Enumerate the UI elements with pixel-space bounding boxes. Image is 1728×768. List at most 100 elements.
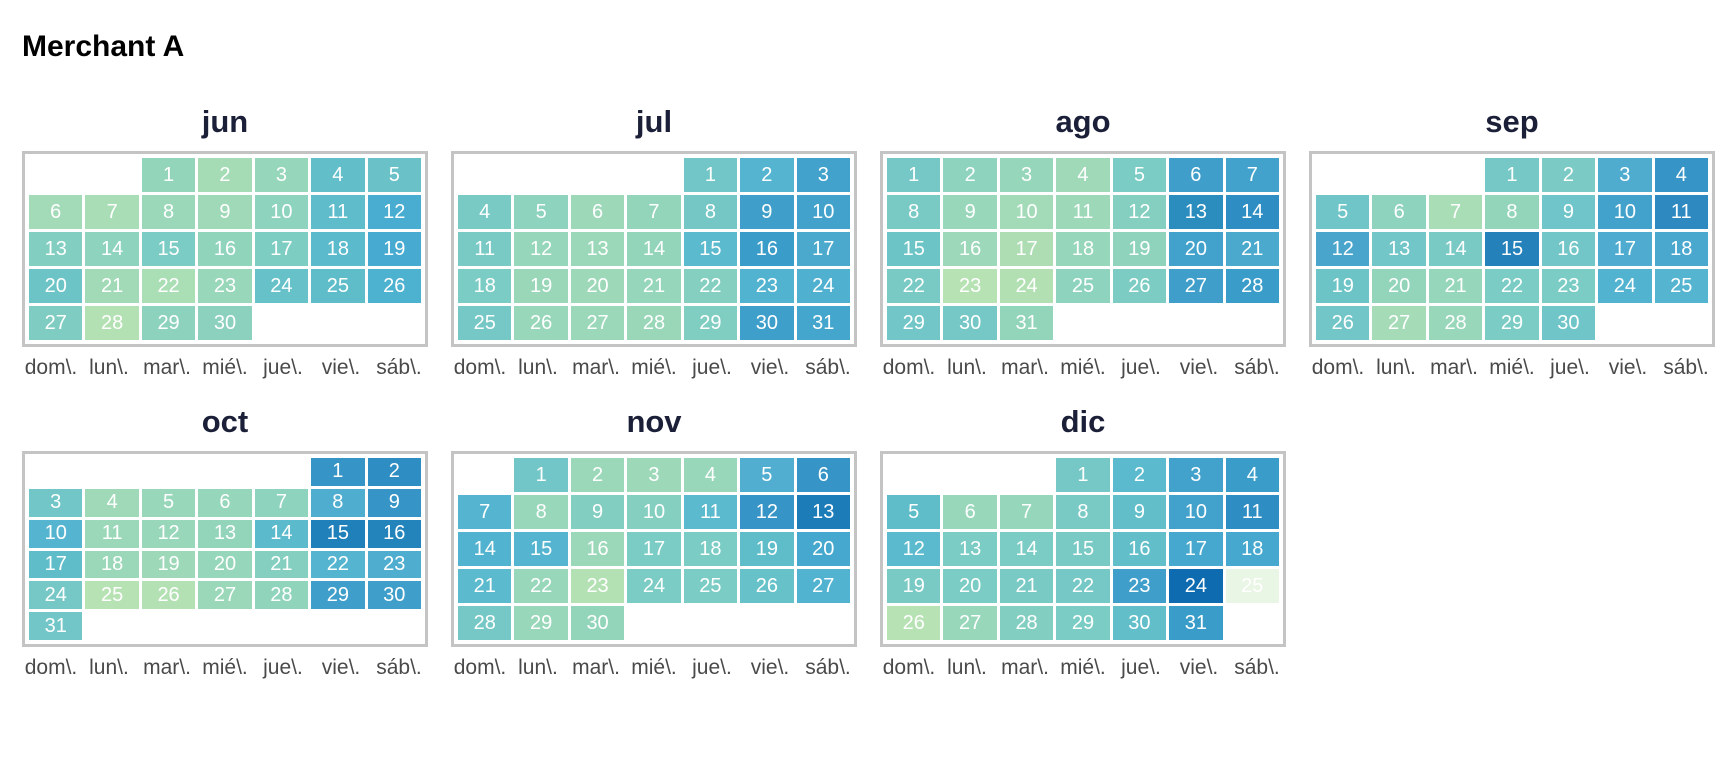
day-cell: 12	[367, 195, 421, 229]
day-cell: 21	[627, 269, 681, 303]
empty-cell	[255, 458, 308, 486]
day-cell: 27	[943, 606, 997, 640]
day-cell: 25	[1056, 269, 1110, 303]
month-title: dic	[1060, 404, 1106, 439]
day-cell: 10	[796, 195, 850, 229]
day-cell: 18	[1654, 232, 1708, 266]
day-cell: 8	[887, 195, 941, 229]
empty-cell	[311, 306, 364, 340]
weekday-label: dom\.	[453, 356, 507, 379]
day-cell: 22	[887, 269, 941, 303]
day-cell: 27	[1372, 306, 1426, 340]
day-cell: 26	[1316, 306, 1370, 340]
calendar-grid: 1 2 3 4 5 6 7 8 9 10 11 12 13 14 15 16 17 18 19 20 21 22 23 24 2…	[29, 158, 421, 340]
empty-cell	[198, 612, 251, 640]
day-cell: 27	[29, 306, 83, 340]
day-cell: 11	[311, 195, 365, 229]
day-cell: 29	[1056, 606, 1110, 640]
empty-cell	[85, 158, 138, 192]
day-cell: 30	[570, 606, 625, 640]
weekday-axis-labels: dom\. lun\. mar\. mié\. jue\. vie\. sáb\.	[451, 356, 857, 380]
month-title: jul	[635, 104, 673, 139]
day-cell: 22	[311, 550, 365, 579]
day-cell: 24	[627, 569, 681, 603]
weekday-label: sáb\.	[1234, 356, 1280, 379]
weekday-label: dom\.	[453, 656, 507, 679]
day-cell: 11	[85, 519, 139, 548]
day-cell: 25	[85, 581, 139, 610]
weekday-label: lun\.	[947, 656, 987, 679]
weekday-label: jue\.	[263, 356, 303, 379]
day-cell: 10	[999, 195, 1054, 229]
day-cell: 20	[198, 550, 252, 579]
calendar-month-ago: ago 1 2 3 4 5 6 7 8 9 10 11 12 13 14 15 16 17 18 19 20 21 22 23…	[880, 102, 1286, 380]
day-cell: 29	[141, 306, 196, 340]
day-cell: 20	[796, 532, 850, 566]
weekday-label: vie\.	[750, 356, 790, 379]
day-cell: 7	[999, 495, 1054, 529]
day-cell: 19	[514, 269, 568, 303]
day-cell: 24	[29, 581, 83, 610]
day-cell: 17	[999, 232, 1054, 266]
empty-cell	[1226, 606, 1279, 640]
empty-cell	[684, 606, 737, 640]
empty-cell	[1598, 306, 1651, 340]
day-cell: 9	[1112, 495, 1167, 529]
weekday-label: mié\.	[1060, 656, 1106, 679]
weekday-label: mié\.	[202, 356, 248, 379]
day-cell: 4	[85, 488, 139, 517]
weekday-label: mié\.	[1060, 356, 1106, 379]
empty-cell	[85, 612, 138, 640]
day-cell: 18	[683, 532, 738, 566]
calendar-panel: 1 2 3 4 5 6 7 8 9 10 11 12 13 14 15 16 17 18 19 20 21 22 23 24 2…	[22, 151, 428, 347]
day-cell: 10	[1598, 195, 1652, 229]
day-cell: 21	[1428, 269, 1483, 303]
day-cell: 5	[141, 488, 196, 517]
day-cell: 11	[1654, 195, 1708, 229]
day-cell: 26	[1112, 269, 1167, 303]
day-cell: 3	[1598, 158, 1652, 192]
day-cell: 14	[999, 532, 1054, 566]
day-cell: 13	[29, 232, 83, 266]
day-cell: 26	[141, 581, 196, 610]
day-cell: 30	[1541, 306, 1596, 340]
day-cell: 4	[311, 158, 365, 192]
day-cell: 23	[570, 569, 625, 603]
day-cell: 16	[943, 232, 997, 266]
day-cell: 20	[943, 569, 997, 603]
weekday-label: vie\.	[1179, 356, 1219, 379]
day-cell: 28	[85, 306, 139, 340]
calendar-month-dic: dic 1 2 3 4 5 6 7 8 9 10 11 12 13 14 15 16 17 18 19 20 21 22 23…	[880, 402, 1286, 680]
weekday-label: sáb\.	[1663, 356, 1709, 379]
day-cell: 8	[311, 488, 365, 517]
day-cell: 3	[627, 458, 681, 492]
empty-cell	[571, 158, 624, 192]
day-cell: 24	[254, 269, 309, 303]
calendar-panel: 1 2 3 4 5 6 7 8 9 10 11 12 13 14 15 16 17 18 19 20 21 22 23 24 2…	[1309, 151, 1715, 347]
day-cell: 22	[141, 269, 196, 303]
day-cell: 20	[1372, 269, 1426, 303]
day-cell: 11	[458, 232, 512, 266]
months-grid: jun 1 2 3 4 5 6 7 8 9 10 11 12 13 14 15 16 17 18 19 20 21 22 23…	[22, 102, 1720, 680]
empty-cell	[1655, 306, 1708, 340]
day-cell: 5	[514, 195, 568, 229]
calendar-grid: 1 2 3 4 5 6 7 8 9 10 11 12 13 14 15 16 17 18 19 20 21 22 23 24 2…	[887, 458, 1279, 640]
calendar-grid: 1 2 3 4 5 6 7 8 9 10 11 12 13 14 15 16 17 18 19 20 21 22 23 24 2…	[458, 458, 850, 640]
day-cell: 7	[1428, 195, 1483, 229]
weekday-label: mié\.	[631, 356, 677, 379]
day-cell: 17	[254, 232, 309, 266]
empty-cell	[943, 458, 996, 492]
weekday-label: jue\.	[1121, 656, 1161, 679]
day-cell: 15	[683, 232, 738, 266]
day-cell: 2	[570, 458, 625, 492]
day-cell: 21	[85, 269, 139, 303]
day-cell: 22	[1485, 269, 1539, 303]
day-cell: 31	[1169, 606, 1223, 640]
day-cell: 30	[1112, 606, 1167, 640]
day-cell: 15	[141, 232, 196, 266]
day-cell: 21	[254, 550, 309, 579]
day-cell: 7	[1225, 158, 1279, 192]
day-cell: 1	[683, 158, 738, 192]
day-cell: 21	[1225, 232, 1279, 266]
day-cell: 8	[1056, 495, 1110, 529]
